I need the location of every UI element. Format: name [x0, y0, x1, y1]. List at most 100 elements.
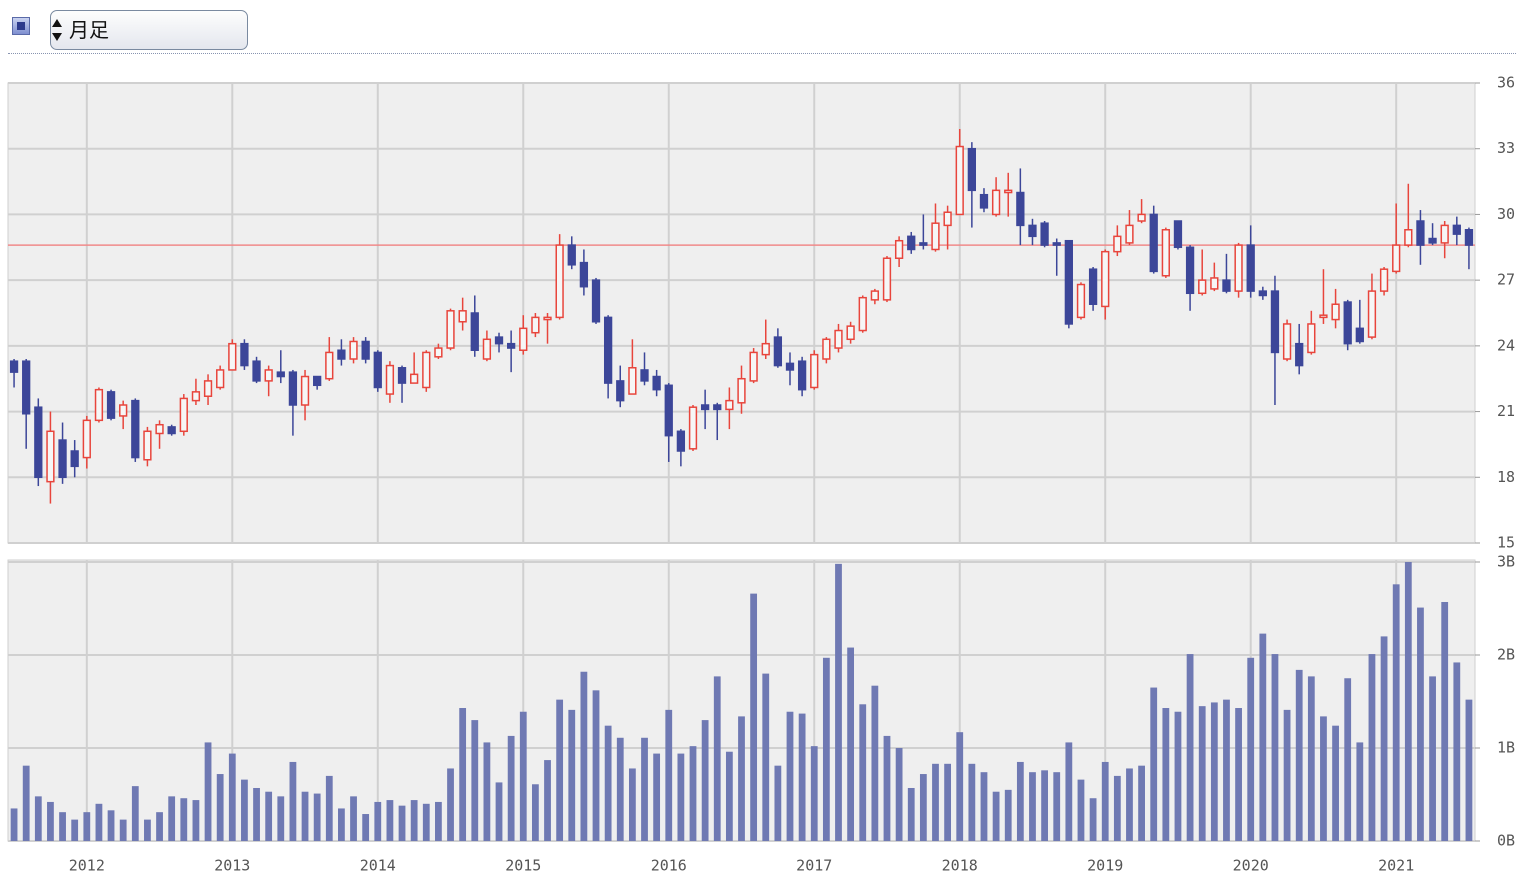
volume-bar — [253, 787, 260, 841]
candle-body — [349, 340, 358, 360]
y-tick-label: 27 — [1497, 271, 1515, 289]
candle-body — [46, 430, 55, 483]
volume-bar — [1210, 702, 1218, 841]
candle-body — [1210, 277, 1219, 290]
candle-body — [1319, 314, 1328, 319]
volume-bar — [738, 716, 745, 841]
candle-body — [1101, 250, 1110, 308]
volume-bar — [871, 685, 879, 841]
period-select-text: 月足 — [69, 18, 109, 42]
volume-bar — [507, 735, 515, 841]
volume-bar — [847, 647, 855, 841]
volume-bar — [689, 746, 697, 841]
volume-bar — [750, 593, 758, 841]
candle-body — [1258, 290, 1267, 297]
candle-body — [203, 380, 213, 397]
volume-bar — [1356, 742, 1364, 841]
volume-bar — [59, 812, 66, 841]
candle-body — [1355, 327, 1364, 343]
volume-bar — [1004, 789, 1012, 841]
candle-body — [931, 222, 940, 251]
candle-body — [1440, 224, 1449, 244]
volume-bar — [168, 796, 176, 841]
candle-body — [1137, 213, 1146, 222]
candle-body — [1246, 244, 1255, 292]
candle-body — [9, 360, 19, 373]
volume-bar — [204, 742, 212, 841]
candle-body — [979, 193, 989, 209]
candle-body — [555, 244, 564, 319]
x-tick-label: 2014 — [360, 857, 396, 875]
volume-bar — [1465, 699, 1473, 841]
candle-body — [834, 329, 843, 349]
volume-bar — [144, 819, 151, 841]
volume-bar — [1223, 699, 1230, 841]
y-tick-label: 33 — [1497, 139, 1515, 157]
candle-body — [288, 371, 298, 406]
candle-body — [1282, 323, 1292, 360]
y-tick-label: 24 — [1497, 336, 1515, 354]
candle-body — [1040, 222, 1049, 246]
period-select[interactable]: 月足 — [50, 10, 248, 50]
volume-bar — [34, 796, 42, 841]
volume-bar — [1126, 768, 1133, 841]
volume-bar — [483, 742, 491, 841]
x-tick-label: 2021 — [1378, 857, 1414, 875]
candle-body — [797, 360, 807, 391]
volume-bar — [1138, 765, 1145, 841]
candle-body — [1064, 239, 1073, 325]
volume-bar — [774, 765, 782, 841]
candle-body — [919, 242, 928, 246]
volume-bar — [1029, 772, 1036, 841]
candle-body — [616, 380, 625, 402]
volume-bar — [386, 800, 394, 841]
volume-bar — [701, 720, 709, 841]
y-tick-label: 18 — [1497, 468, 1515, 486]
candle-body — [955, 145, 964, 216]
separator — [8, 53, 1516, 54]
volume-bar — [338, 808, 345, 841]
x-tick-label: 2013 — [214, 857, 250, 875]
candle-body — [676, 430, 686, 452]
volume-bar — [944, 763, 952, 841]
volume-bar — [1065, 742, 1073, 841]
volume-bar — [422, 803, 430, 841]
volume-bar — [180, 798, 188, 841]
candle-body — [640, 369, 649, 382]
volume-bar — [107, 810, 115, 841]
volume-bar — [531, 784, 539, 841]
volume-bar — [241, 779, 248, 841]
volume-bar — [435, 801, 442, 841]
candle-body — [106, 391, 116, 419]
candle-body — [313, 375, 322, 387]
volume-bar — [798, 713, 806, 841]
candle-body — [579, 261, 589, 288]
candle-body — [325, 351, 334, 380]
y-tick-label: 21 — [1497, 402, 1515, 420]
candle-body — [58, 439, 67, 479]
volume-bar — [1162, 708, 1170, 841]
volume-bar — [277, 796, 285, 841]
candle-body — [1185, 246, 1195, 295]
candle-body — [1392, 244, 1401, 273]
volume-bar — [1259, 633, 1267, 841]
volume-bar — [1295, 669, 1303, 841]
candle-body — [361, 340, 370, 360]
candle-body — [94, 388, 104, 422]
candle-body — [907, 235, 916, 251]
candle-body — [1234, 244, 1243, 292]
volume-bar — [410, 800, 418, 841]
candle-body — [1416, 220, 1425, 246]
volume-bar — [1150, 687, 1158, 841]
toggle-icon[interactable] — [12, 17, 30, 35]
candle-body — [482, 338, 492, 360]
volume-bar — [907, 787, 915, 841]
candle-body — [785, 362, 795, 371]
volume-bar — [1392, 584, 1400, 841]
volume-bar — [1113, 775, 1121, 841]
candle-body — [761, 342, 770, 356]
candle-body — [858, 296, 867, 332]
volume-bar — [1441, 601, 1449, 841]
volume-bar — [992, 791, 1000, 841]
